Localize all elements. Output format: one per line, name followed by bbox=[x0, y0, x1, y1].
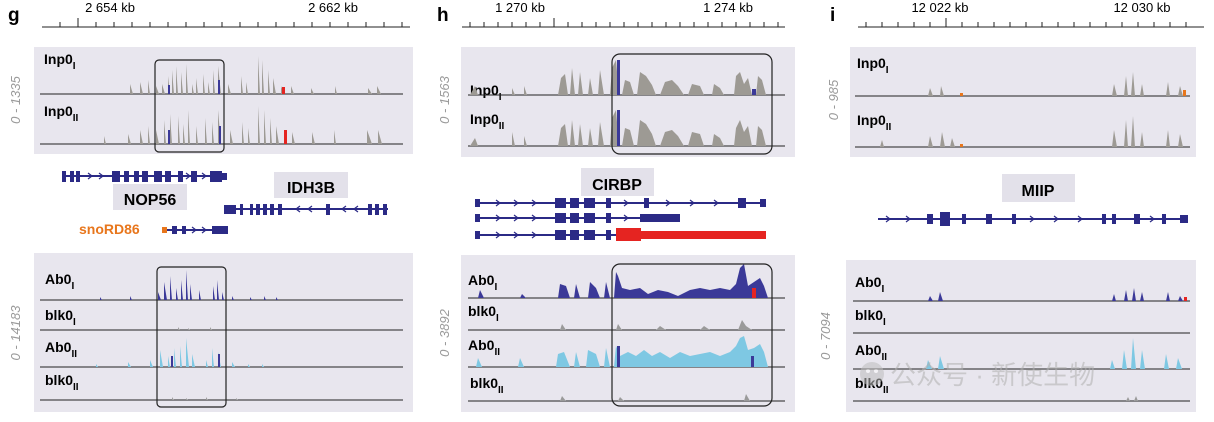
highlight-box-ab-g bbox=[156, 266, 227, 408]
signal-ab-h-1 bbox=[468, 264, 768, 298]
svg-text:Inp0II: Inp0II bbox=[44, 103, 79, 124]
tick-label: 1 270 kb bbox=[495, 0, 545, 15]
track-label-ab-I: Ab0I bbox=[45, 271, 74, 292]
snorna-label: snoRD86 bbox=[79, 221, 140, 237]
ruler-g: 2 654 kb 2 662 kb bbox=[42, 0, 410, 28]
panel-i: i 12 022 kb 12 030 kb 0 - 985 Inp0I bbox=[818, 0, 1204, 412]
track-label-inp-II: Inp0II bbox=[857, 112, 892, 133]
svg-text:Inp0I: Inp0I bbox=[44, 51, 76, 72]
track-label-inp-I: Inp0I bbox=[857, 55, 889, 76]
gene-label-box bbox=[581, 168, 654, 196]
panel-letter-i: i bbox=[830, 5, 835, 26]
input-range-label: 0 - 985 bbox=[826, 79, 841, 120]
ruler-h: 1 270 kb 1 274 kb bbox=[462, 0, 785, 28]
track-label-blk-II: blk0II bbox=[45, 372, 79, 393]
panel-g: g 2 654 kb 2 662 kb 0 - 1335 Inp0I bbox=[8, 0, 413, 412]
gene-models-h: CIRBP bbox=[475, 168, 766, 241]
gene-models-g: NOP56 IDH3B snoRD86 bbox=[62, 171, 388, 237]
track-label-blk-I: blk0I bbox=[468, 303, 499, 324]
track-label-inp-I: Inp0I bbox=[44, 51, 76, 72]
tick-label: 2 662 kb bbox=[308, 0, 358, 15]
ab-range-label: 0 - 3892 bbox=[437, 308, 452, 356]
ab-track-box bbox=[846, 260, 1196, 412]
track-label-ab-I: Ab0I bbox=[468, 272, 497, 293]
ab-range-label: 0 - 14183 bbox=[8, 305, 23, 361]
track-label-inp-II: Inp0II bbox=[44, 103, 79, 124]
gene-label-idh3b: IDH3B bbox=[287, 180, 335, 197]
gene-models-i: MIIP bbox=[878, 174, 1188, 226]
gene-label-miip: MIIP bbox=[1022, 183, 1055, 200]
ab-range-label: 0 - 7094 bbox=[818, 312, 833, 360]
track-label-inp-II: Inp0II bbox=[470, 111, 505, 132]
track-label-blk-II: blk0II bbox=[470, 375, 504, 396]
gene-label-box bbox=[274, 172, 348, 198]
gene-label-box bbox=[1002, 174, 1075, 202]
track-label-blk-I: blk0I bbox=[855, 307, 886, 328]
wechat-icon bbox=[860, 362, 884, 386]
ab-track-box bbox=[34, 253, 413, 412]
signal-blk-i-2 bbox=[1126, 396, 1138, 401]
panel-h: h 1 270 kb 1 274 kb 0 - 1563 Inp0I bbox=[437, 0, 795, 412]
gene-label-nop56: NOP56 bbox=[124, 192, 177, 209]
gene-label-box bbox=[113, 184, 187, 210]
watermark: 公众号 · 新使生物 bbox=[860, 360, 1095, 390]
tick-label: 2 654 kb bbox=[85, 0, 135, 15]
ruler-i: 12 022 kb 12 030 kb bbox=[858, 0, 1204, 28]
track-label-ab-II: Ab0II bbox=[468, 337, 500, 358]
gene-label-cirbp: CIRBP bbox=[592, 177, 642, 194]
tick-label: 12 030 kb bbox=[1113, 0, 1170, 15]
track-label-ab-I: Ab0I bbox=[855, 274, 884, 295]
highlight-box-input-h bbox=[611, 53, 773, 155]
input-range-label: 0 - 1563 bbox=[437, 75, 452, 123]
panel-letter-h: h bbox=[437, 5, 449, 26]
watermark-text: 公众号 · 新使生物 bbox=[890, 360, 1095, 390]
input-range-label: 0 - 1335 bbox=[8, 75, 23, 123]
highlight-box-ab-h bbox=[611, 263, 773, 407]
panel-letter-g: g bbox=[8, 5, 20, 26]
track-label-blk-I: blk0I bbox=[45, 307, 76, 328]
tick-label: 12 022 kb bbox=[911, 0, 968, 15]
highlight-box-input-g bbox=[154, 59, 225, 153]
track-label-ab-II: Ab0II bbox=[855, 342, 887, 363]
tick-label: 1 274 kb bbox=[703, 0, 753, 15]
input-track-box bbox=[850, 47, 1196, 157]
track-label-ab-II: Ab0II bbox=[45, 339, 77, 360]
